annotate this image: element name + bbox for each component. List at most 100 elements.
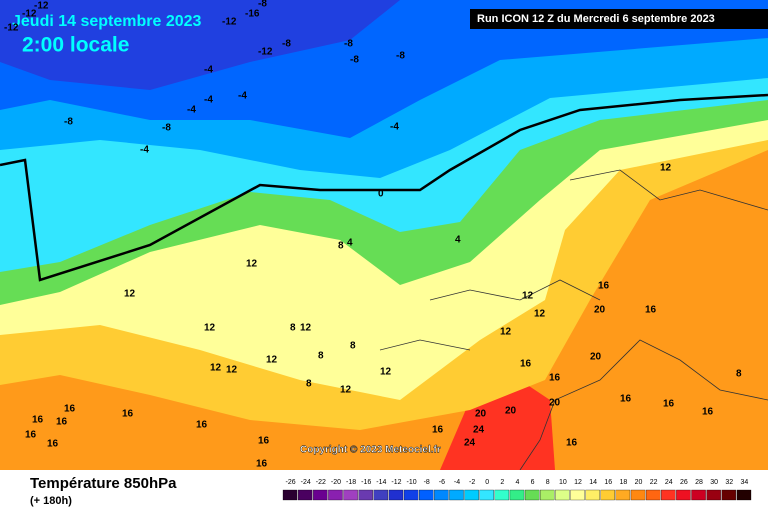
contour-label: 8 xyxy=(350,341,356,352)
scale-label: -4 xyxy=(454,479,460,486)
scale-label: -14 xyxy=(376,479,386,486)
scale-cell xyxy=(600,489,615,501)
scale-label: 2 xyxy=(500,479,504,486)
scale-cell xyxy=(297,489,313,501)
scale-cell xyxy=(509,489,525,501)
contour-label: -8 xyxy=(162,123,171,134)
scale-cell xyxy=(479,489,494,501)
color-scale: -26 -24 -22 -20 -18 -16 -14 -12 -10 -8 -6 -4 -2 0 2 4 6 8… xyxy=(282,479,752,501)
scale-cell xyxy=(388,489,404,501)
scale-label: -16 xyxy=(361,479,371,486)
contour-label: 16 xyxy=(663,399,675,410)
scale-label: 20 xyxy=(635,479,643,486)
contour-label: 12 xyxy=(124,289,136,300)
contour-label: -16 xyxy=(245,9,260,20)
scale-label: -10 xyxy=(407,479,417,486)
contour-label: 8 xyxy=(290,323,296,334)
scale-label: -8 xyxy=(424,479,430,486)
contour-label: -4 xyxy=(187,105,196,116)
scale-cell xyxy=(358,489,373,501)
contour-labels: -12-12-12-8-16-12-12-8 -8-8 -8-4-4-8-4 -4-8… xyxy=(4,0,742,470)
scale-label: -20 xyxy=(331,479,341,486)
scale-label: 24 xyxy=(665,479,673,486)
contour-label: -8 xyxy=(344,39,353,50)
contour-label: 16 xyxy=(549,373,561,384)
scale-label: -24 xyxy=(301,479,311,486)
scale-cell xyxy=(585,489,600,501)
band-hot xyxy=(440,380,555,470)
contour-label: 12 xyxy=(226,365,238,376)
scale-label: 10 xyxy=(559,479,567,486)
scale-cell xyxy=(630,489,646,501)
contour-label: 24 xyxy=(464,438,476,449)
contour-label: 16 xyxy=(702,407,714,418)
contour-label: 16 xyxy=(122,409,134,420)
scale-cell xyxy=(464,489,479,501)
contour-label: 12 xyxy=(204,323,216,334)
contour-label: -4 xyxy=(390,122,399,133)
scale-label: 16 xyxy=(604,479,612,486)
contour-label: -12 xyxy=(258,47,273,58)
contour-label: 16 xyxy=(645,305,657,316)
contour-label: 16 xyxy=(566,438,578,449)
scale-cell xyxy=(721,489,737,501)
scale-cell xyxy=(449,489,464,501)
contour-label: 16 xyxy=(47,439,59,450)
scale-label: 28 xyxy=(695,479,703,486)
contour-label: 16 xyxy=(432,425,444,436)
contour-label: 8 xyxy=(338,241,344,252)
scale-cell xyxy=(736,489,752,501)
contour-label: 8 xyxy=(318,351,324,362)
scale-cell xyxy=(403,489,419,501)
contour-label: 12 xyxy=(340,385,352,396)
contour-label: 16 xyxy=(196,420,208,431)
contour-label: 12 xyxy=(500,327,512,338)
contour-label: -8 xyxy=(396,51,405,62)
contour-label: 12 xyxy=(660,163,672,174)
contour-label: -8 xyxy=(258,0,267,10)
map: Jeudi 14 septembre 2023 2:00 locale Run … xyxy=(0,0,768,471)
zero-isotherm xyxy=(0,93,768,282)
contour-label: 12 xyxy=(300,323,312,334)
scale-cell xyxy=(645,489,661,501)
scale-label: 0 xyxy=(485,479,489,486)
contour-label: 16 xyxy=(32,415,44,426)
scale-label: 8 xyxy=(546,479,550,486)
contour-label: 12 xyxy=(266,355,278,366)
contour-label: 0 xyxy=(378,189,384,200)
scale-cell xyxy=(373,489,389,501)
contour-label: 12 xyxy=(210,363,222,374)
contour-label: 24 xyxy=(473,425,485,436)
scale-cell xyxy=(555,489,570,501)
scale-label: 12 xyxy=(574,479,582,486)
contour-label: 16 xyxy=(56,417,68,428)
contour-label: 16 xyxy=(598,281,610,292)
contour-label: 20 xyxy=(505,406,517,417)
scale-label: 32 xyxy=(725,479,733,486)
contour-label: 20 xyxy=(594,305,606,316)
scale-cell xyxy=(343,489,358,501)
contour-label: 4 xyxy=(455,235,461,246)
footer-lead: (+ 180h) xyxy=(30,495,72,507)
contour-label: -4 xyxy=(204,65,213,76)
contour-label: -12 xyxy=(222,17,237,28)
scale-cell xyxy=(706,489,721,501)
contour-label: -8 xyxy=(350,55,359,66)
contour-label: 20 xyxy=(475,409,487,420)
borders xyxy=(379,169,768,471)
scale-cell xyxy=(615,489,631,501)
contour-label: -12 xyxy=(22,9,37,20)
scale-label: 18 xyxy=(620,479,628,486)
scale-label: -26 xyxy=(286,479,296,486)
contour-label: -8 xyxy=(64,117,73,128)
contour-label: -4 xyxy=(140,145,149,156)
scale-label: 4 xyxy=(516,479,520,486)
contour-label: 12 xyxy=(246,259,258,270)
scale-cell xyxy=(661,489,676,501)
contour-label: 12 xyxy=(522,291,534,302)
contour-label: 8 xyxy=(736,369,742,380)
contour-label: 12 xyxy=(534,309,546,320)
scale-cell xyxy=(494,489,510,501)
scale-cell xyxy=(434,489,449,501)
